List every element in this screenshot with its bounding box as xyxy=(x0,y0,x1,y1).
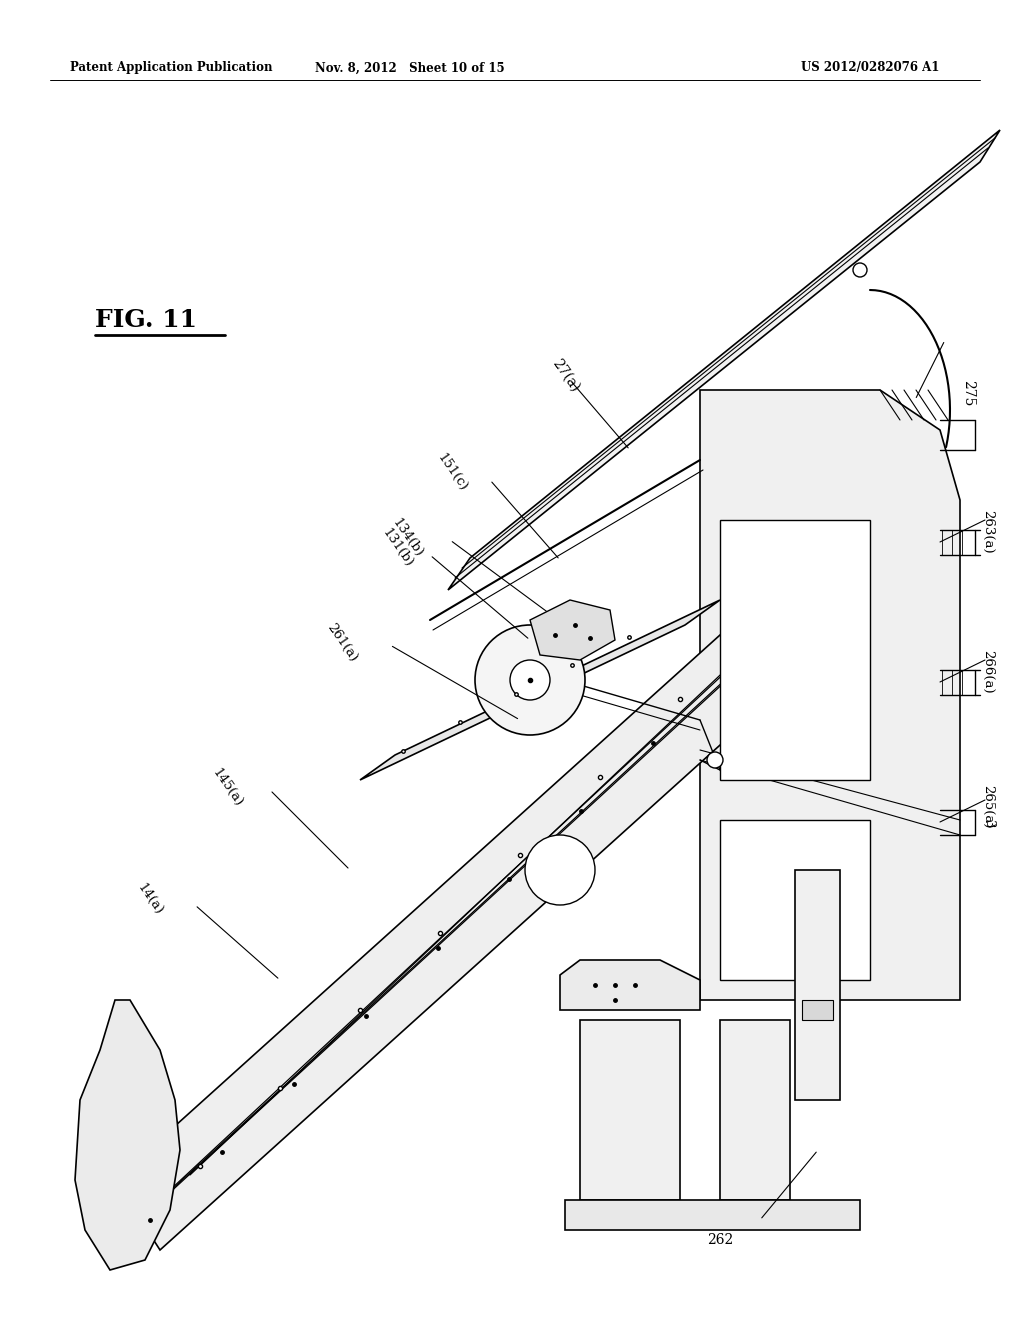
Circle shape xyxy=(853,263,867,277)
Polygon shape xyxy=(560,960,700,1010)
Polygon shape xyxy=(115,635,770,1250)
Polygon shape xyxy=(802,1001,833,1020)
Polygon shape xyxy=(700,389,961,1001)
Text: 263(a): 263(a) xyxy=(981,510,994,553)
Text: 261(a): 261(a) xyxy=(325,622,360,664)
Text: 145(a): 145(a) xyxy=(210,767,245,809)
Polygon shape xyxy=(360,601,720,780)
Text: Patent Application Publication: Patent Application Publication xyxy=(70,62,272,74)
Text: 275: 275 xyxy=(961,380,975,407)
Circle shape xyxy=(475,624,585,735)
Polygon shape xyxy=(75,1001,180,1270)
Polygon shape xyxy=(565,1200,860,1230)
Text: 266(a): 266(a) xyxy=(981,649,994,693)
Text: 265(a): 265(a) xyxy=(981,785,994,829)
Text: 151(c): 151(c) xyxy=(434,451,470,494)
Polygon shape xyxy=(720,1020,790,1200)
Text: 134(b): 134(b) xyxy=(390,516,426,560)
Polygon shape xyxy=(795,870,840,1100)
Text: US 2012/0282076 A1: US 2012/0282076 A1 xyxy=(801,62,939,74)
Polygon shape xyxy=(530,601,615,660)
Text: FIG. 11: FIG. 11 xyxy=(95,308,197,333)
Text: 14(a): 14(a) xyxy=(135,882,166,917)
Circle shape xyxy=(707,752,723,768)
Text: 131(b): 131(b) xyxy=(380,527,416,570)
Text: 27(a): 27(a) xyxy=(549,356,582,395)
Circle shape xyxy=(510,660,550,700)
Polygon shape xyxy=(449,129,1000,590)
Polygon shape xyxy=(720,820,870,979)
Polygon shape xyxy=(720,520,870,780)
Text: 3: 3 xyxy=(981,820,994,829)
Text: Nov. 8, 2012   Sheet 10 of 15: Nov. 8, 2012 Sheet 10 of 15 xyxy=(315,62,505,74)
Circle shape xyxy=(525,836,595,906)
Polygon shape xyxy=(580,1020,680,1200)
Text: 262: 262 xyxy=(707,1233,733,1247)
